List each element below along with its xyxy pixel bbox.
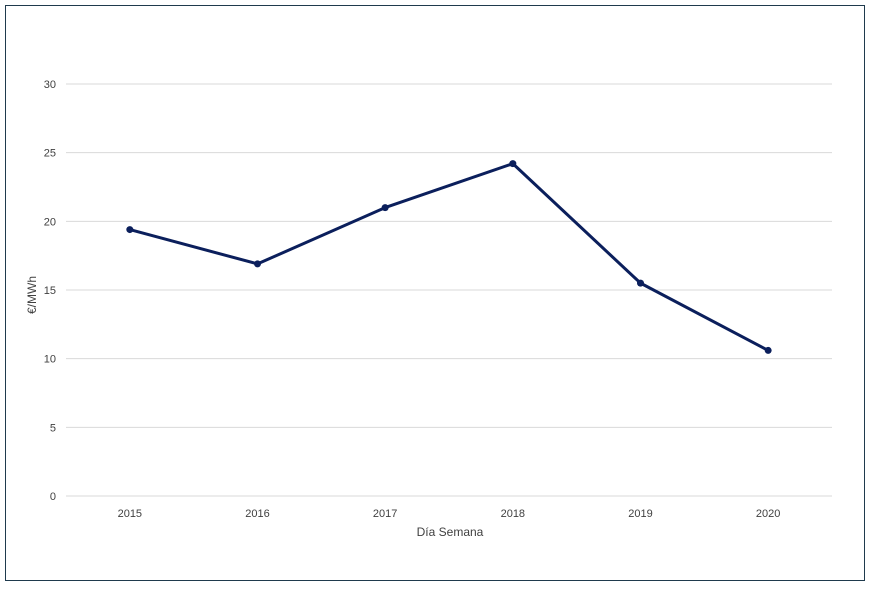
y-tick-label: 30 — [44, 79, 56, 91]
x-tick-label: 2016 — [245, 508, 269, 520]
data-point-2015 — [126, 226, 134, 234]
x-tick-label: 2020 — [756, 508, 780, 520]
x-axis-title: Día Semana — [417, 525, 484, 539]
series-line — [129, 162, 769, 352]
y-axis-ticks: 0 5 10 15 20 25 30 — [44, 79, 56, 503]
gridlines — [66, 83, 832, 497]
data-point-2017 — [381, 204, 389, 212]
y-tick-label: 5 — [50, 422, 56, 434]
y-tick-label: 20 — [44, 216, 56, 228]
y-tick-label: 10 — [44, 354, 56, 366]
line-chart: 0 5 10 15 20 25 30 2015 2016 2017 2018 2019 2020 Dí… — [25, 79, 832, 539]
data-point-2020 — [764, 346, 772, 354]
chart-frame: 0 5 10 15 20 25 30 2015 2016 2017 2018 2019 2020 Dí… — [5, 5, 865, 581]
x-tick-label: 2017 — [373, 508, 397, 520]
x-tick-label: 2015 — [118, 508, 142, 520]
y-tick-label: 25 — [44, 148, 56, 160]
y-tick-label: 15 — [44, 285, 56, 297]
data-point-2018 — [509, 160, 517, 168]
data-point-2019 — [637, 279, 644, 287]
y-axis-title: €/MWh — [25, 276, 39, 314]
data-point-2016 — [254, 260, 261, 268]
x-tick-label: 2019 — [628, 508, 652, 520]
series-layer — [126, 160, 772, 354]
y-tick-label: 0 — [50, 491, 56, 503]
x-tick-label: 2018 — [501, 508, 525, 520]
x-axis-ticks: 2015 2016 2017 2018 2019 2020 — [118, 508, 781, 520]
